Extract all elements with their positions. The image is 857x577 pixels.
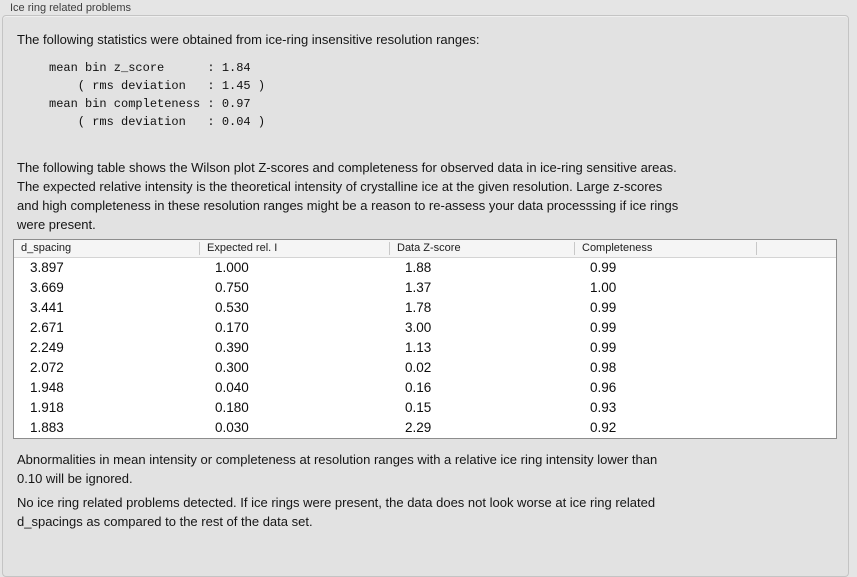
cell-expected-rel-i: 0.530 bbox=[215, 300, 249, 315]
cell-expected-rel-i: 0.300 bbox=[215, 360, 249, 375]
cell-empty bbox=[756, 358, 836, 378]
column-header-expected-rel-i: Expected rel. I bbox=[199, 242, 389, 255]
cell-expected-rel-i: 0.180 bbox=[215, 400, 249, 415]
cell-data-z-score: 2.29 bbox=[405, 420, 432, 435]
cell-completeness: 0.99 bbox=[590, 320, 617, 335]
column-header-d-spacing: d_spacing bbox=[21, 242, 72, 254]
cell-d-spacing: 3.441 bbox=[30, 300, 64, 315]
cell-data-z-score: 1.37 bbox=[405, 280, 432, 295]
statistics-intro-text: The following statistics were obtained f… bbox=[17, 32, 480, 47]
table-row[interactable]: 3.441 0.530 1.78 0.99 bbox=[14, 298, 836, 318]
ignore-threshold-note: Abnormalities in mean intensity or compl… bbox=[17, 452, 658, 486]
cell-empty bbox=[756, 338, 836, 358]
cell-empty bbox=[756, 258, 836, 278]
cell-completeness: 1.00 bbox=[590, 280, 617, 295]
cell-completeness: 0.93 bbox=[590, 400, 617, 415]
cell-d-spacing: 1.918 bbox=[30, 400, 64, 415]
table-row[interactable]: 2.249 0.390 1.13 0.99 bbox=[14, 338, 836, 358]
column-header-data-z-score: Data Z-score bbox=[389, 242, 574, 255]
cell-completeness: 0.99 bbox=[590, 260, 617, 275]
cell-d-spacing: 2.671 bbox=[30, 320, 64, 335]
statistics-values-block: mean bin z_score : 1.84 ( rms deviation … bbox=[49, 61, 266, 129]
cell-d-spacing: 1.948 bbox=[30, 380, 64, 395]
column-header-empty bbox=[756, 242, 836, 255]
cell-expected-rel-i: 0.390 bbox=[215, 340, 249, 355]
cell-expected-rel-i: 0.030 bbox=[215, 420, 249, 435]
cell-completeness: 0.99 bbox=[590, 300, 617, 315]
cell-data-z-score: 1.13 bbox=[405, 340, 432, 355]
table-row[interactable]: 2.072 0.300 0.02 0.98 bbox=[14, 358, 836, 378]
cell-completeness: 0.99 bbox=[590, 340, 617, 355]
cell-d-spacing: 2.249 bbox=[30, 340, 64, 355]
groupbox-title: Ice ring related problems bbox=[10, 2, 132, 14]
cell-data-z-score: 3.00 bbox=[405, 320, 432, 335]
cell-empty bbox=[756, 398, 836, 418]
table-row[interactable]: 2.671 0.170 3.00 0.99 bbox=[14, 318, 836, 338]
table-row[interactable]: 3.669 0.750 1.37 1.00 bbox=[14, 278, 836, 298]
cell-expected-rel-i: 1.000 bbox=[215, 260, 249, 275]
table-row[interactable]: 1.918 0.180 0.15 0.93 bbox=[14, 398, 836, 418]
cell-d-spacing: 2.072 bbox=[30, 360, 64, 375]
cell-d-spacing: 3.897 bbox=[30, 260, 64, 275]
table-row[interactable]: 1.948 0.040 0.16 0.96 bbox=[14, 378, 836, 398]
ice-ring-table[interactable]: d_spacing Expected rel. I Data Z-score C… bbox=[13, 239, 837, 439]
cell-data-z-score: 0.16 bbox=[405, 380, 432, 395]
cell-empty bbox=[756, 418, 836, 438]
cell-empty bbox=[756, 378, 836, 398]
cell-empty bbox=[756, 278, 836, 298]
cell-empty bbox=[756, 318, 836, 338]
cell-completeness: 0.98 bbox=[590, 360, 617, 375]
table-intro-text: The following table shows the Wilson plo… bbox=[17, 160, 679, 232]
table-header-row: d_spacing Expected rel. I Data Z-score C… bbox=[14, 240, 836, 258]
table-row[interactable]: 1.883 0.030 2.29 0.92 bbox=[14, 418, 836, 438]
cell-expected-rel-i: 0.750 bbox=[215, 280, 249, 295]
cell-completeness: 0.96 bbox=[590, 380, 617, 395]
table-body: 3.897 1.000 1.88 0.99 3.669 0.750 1.37 1… bbox=[14, 258, 836, 438]
cell-data-z-score: 0.15 bbox=[405, 400, 432, 415]
cell-d-spacing: 3.669 bbox=[30, 280, 64, 295]
cell-completeness: 0.92 bbox=[590, 420, 617, 435]
column-header-completeness: Completeness bbox=[574, 242, 756, 255]
cell-data-z-score: 1.78 bbox=[405, 300, 432, 315]
cell-empty bbox=[756, 298, 836, 318]
conclusion-text: No ice ring related problems detected. I… bbox=[17, 495, 656, 529]
cell-data-z-score: 0.02 bbox=[405, 360, 432, 375]
cell-d-spacing: 1.883 bbox=[30, 420, 64, 435]
cell-expected-rel-i: 0.170 bbox=[215, 320, 249, 335]
cell-data-z-score: 1.88 bbox=[405, 260, 432, 275]
cell-expected-rel-i: 0.040 bbox=[215, 380, 249, 395]
table-row[interactable]: 3.897 1.000 1.88 0.99 bbox=[14, 258, 836, 278]
ice-ring-groupbox: The following statistics were obtained f… bbox=[2, 15, 849, 577]
